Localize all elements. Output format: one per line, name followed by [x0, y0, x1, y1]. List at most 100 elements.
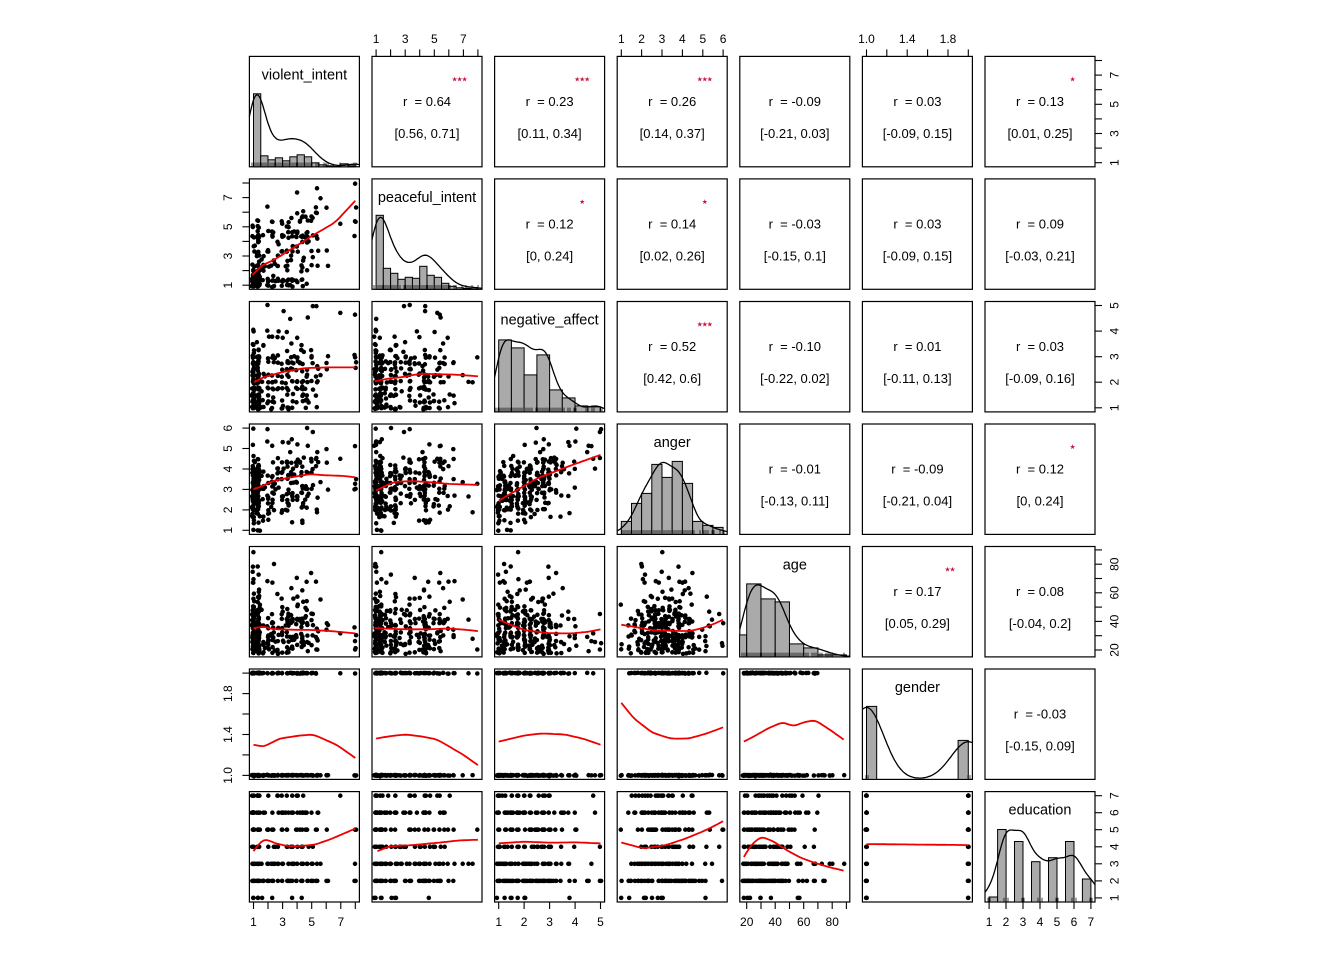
svg-text:anger: anger [654, 435, 691, 451]
svg-text:3: 3 [402, 32, 409, 46]
svg-text:r = -0.03: r = -0.03 [1014, 706, 1066, 721]
svg-text:7: 7 [221, 194, 235, 201]
svg-text:1: 1 [618, 32, 625, 46]
svg-text:5: 5 [597, 915, 604, 929]
svg-text:r = -0.09: r = -0.09 [769, 94, 821, 109]
svg-text:6: 6 [1071, 915, 1078, 929]
svg-text:5: 5 [1108, 826, 1122, 833]
svg-text:[-0.22, 0.02]: [-0.22, 0.02] [760, 371, 829, 386]
svg-text:education: education [1009, 803, 1072, 819]
svg-text:r = 0.23: r = 0.23 [526, 94, 574, 109]
svg-text:3: 3 [221, 252, 235, 259]
svg-text:1.8: 1.8 [221, 685, 235, 702]
svg-text:2: 2 [221, 506, 235, 513]
svg-text:80: 80 [1108, 557, 1122, 571]
svg-text:[-0.04, 0.2]: [-0.04, 0.2] [1009, 616, 1071, 631]
svg-text:3: 3 [659, 32, 666, 46]
svg-text:2: 2 [638, 32, 645, 46]
svg-text:1.4: 1.4 [221, 726, 235, 743]
svg-text:1: 1 [1108, 159, 1122, 166]
svg-text:4: 4 [679, 32, 686, 46]
svg-text:4: 4 [221, 465, 235, 472]
svg-text:[-0.15, 0.1]: [-0.15, 0.1] [764, 248, 826, 263]
svg-text:7: 7 [1108, 792, 1122, 799]
svg-text:1: 1 [986, 915, 993, 929]
svg-text:[-0.03, 0.21]: [-0.03, 0.21] [1005, 248, 1074, 263]
svg-text:[-0.11, 0.13]: [-0.11, 0.13] [883, 371, 951, 386]
svg-text:4: 4 [1108, 327, 1122, 334]
svg-text:1: 1 [221, 282, 235, 289]
svg-text:peaceful_intent: peaceful_intent [378, 190, 476, 206]
svg-text:1.0: 1.0 [221, 767, 235, 784]
svg-text:2: 2 [1108, 379, 1122, 386]
svg-text:r = -0.03: r = -0.03 [769, 216, 821, 231]
svg-text:[-0.15, 0.09]: [-0.15, 0.09] [1005, 738, 1074, 753]
svg-text:5: 5 [699, 32, 706, 46]
svg-text:6: 6 [1108, 809, 1122, 816]
svg-text:r = 0.13: r = 0.13 [1016, 94, 1064, 109]
svg-text:r = -0.10: r = -0.10 [769, 339, 821, 354]
svg-text:[0.01, 0.25]: [0.01, 0.25] [1007, 126, 1072, 141]
svg-text:4: 4 [1108, 843, 1122, 850]
svg-text:5: 5 [1054, 915, 1061, 929]
svg-text:[0, 0.24]: [0, 0.24] [1017, 493, 1064, 508]
svg-text:5: 5 [308, 915, 315, 929]
svg-text:7: 7 [337, 915, 344, 929]
svg-text:3: 3 [546, 915, 553, 929]
svg-text:2: 2 [1003, 915, 1010, 929]
svg-text:5: 5 [431, 32, 438, 46]
svg-text:[-0.09, 0.16]: [-0.09, 0.16] [1005, 371, 1074, 386]
svg-text:gender: gender [895, 680, 940, 696]
svg-text:60: 60 [797, 915, 811, 929]
svg-text:[0.56, 0.71]: [0.56, 0.71] [394, 126, 459, 141]
svg-text:r = 0.14: r = 0.14 [648, 216, 696, 231]
svg-text:r = 0.01: r = 0.01 [893, 339, 941, 354]
svg-text:r = 0.03: r = 0.03 [893, 94, 941, 109]
svg-text:1: 1 [250, 915, 257, 929]
svg-text:1.0: 1.0 [858, 32, 875, 46]
svg-text:[0, 0.24]: [0, 0.24] [526, 248, 573, 263]
svg-text:40: 40 [1108, 614, 1122, 628]
svg-text:[-0.21, 0.03]: [-0.21, 0.03] [760, 126, 829, 141]
svg-text:[-0.13, 0.11]: [-0.13, 0.11] [761, 493, 829, 508]
svg-text:r = 0.52: r = 0.52 [648, 339, 696, 354]
svg-text:violent_intent: violent_intent [262, 67, 347, 83]
svg-text:[-0.21, 0.04]: [-0.21, 0.04] [883, 493, 952, 508]
svg-text:r = 0.08: r = 0.08 [1016, 584, 1064, 599]
svg-text:7: 7 [460, 32, 467, 46]
svg-text:1: 1 [1108, 404, 1122, 411]
svg-text:r = 0.12: r = 0.12 [526, 216, 574, 231]
svg-text:[0.14, 0.37]: [0.14, 0.37] [640, 126, 705, 141]
svg-text:40: 40 [769, 915, 783, 929]
svg-text:1: 1 [373, 32, 380, 46]
svg-text:[-0.09, 0.15]: [-0.09, 0.15] [883, 248, 952, 263]
svg-text:5: 5 [1108, 302, 1122, 309]
svg-text:3: 3 [279, 915, 286, 929]
svg-text:60: 60 [1108, 586, 1122, 600]
svg-text:1: 1 [1108, 894, 1122, 901]
svg-text:r = 0.09: r = 0.09 [1016, 216, 1064, 231]
svg-text:[0.11, 0.34]: [0.11, 0.34] [518, 126, 582, 141]
svg-text:80: 80 [826, 915, 840, 929]
svg-text:3: 3 [1020, 915, 1027, 929]
svg-text:1.8: 1.8 [940, 32, 957, 46]
svg-text:[0.05, 0.29]: [0.05, 0.29] [885, 616, 950, 631]
svg-text:20: 20 [740, 915, 754, 929]
svg-text:[0.02, 0.26]: [0.02, 0.26] [640, 248, 705, 263]
svg-text:[-0.09, 0.15]: [-0.09, 0.15] [883, 126, 952, 141]
svg-text:r = 0.03: r = 0.03 [893, 216, 941, 231]
svg-text:6: 6 [720, 32, 727, 46]
svg-text:[0.42, 0.6]: [0.42, 0.6] [643, 371, 701, 386]
svg-text:r = 0.26: r = 0.26 [648, 94, 696, 109]
svg-text:r = 0.12: r = 0.12 [1016, 461, 1064, 476]
svg-text:3: 3 [1108, 353, 1122, 360]
svg-text:r = -0.09: r = -0.09 [891, 461, 943, 476]
svg-text:1: 1 [495, 915, 502, 929]
svg-text:3: 3 [1108, 860, 1122, 867]
svg-text:7: 7 [1088, 915, 1095, 929]
svg-text:r = 0.17: r = 0.17 [893, 584, 941, 599]
svg-text:r = 0.03: r = 0.03 [1016, 339, 1064, 354]
svg-text:age: age [783, 558, 807, 574]
svg-text:5: 5 [1108, 101, 1122, 108]
svg-text:r = -0.01: r = -0.01 [769, 461, 821, 476]
